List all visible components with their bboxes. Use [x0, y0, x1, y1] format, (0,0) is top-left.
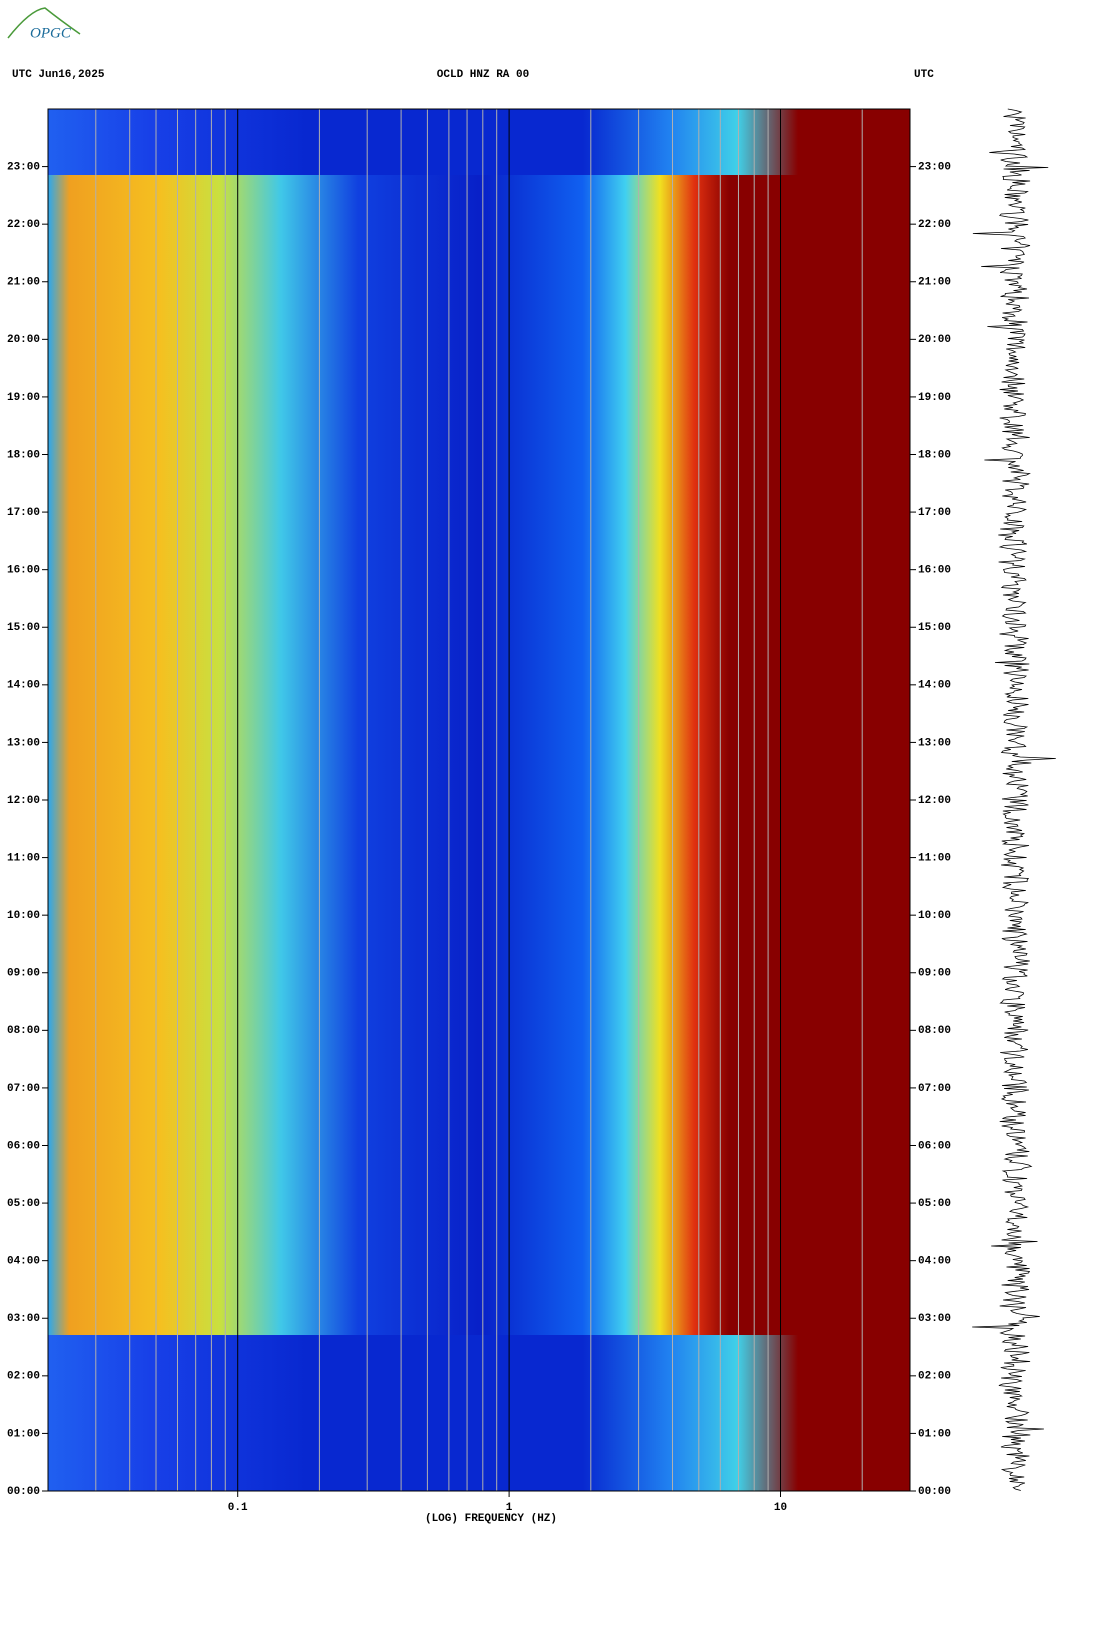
y-tick-label-right: 08:00: [918, 1025, 951, 1037]
y-tick-label: 01:00: [7, 1428, 40, 1440]
spectrogram-active: [48, 175, 910, 1335]
spectrogram: [48, 109, 910, 1491]
y-tick-label: 00:00: [7, 1486, 40, 1498]
y-tick-label-right: 17:00: [918, 507, 951, 519]
x-axis-label: (LOG) FREQUENCY (HZ): [425, 1513, 557, 1525]
y-tick-label-right: 10:00: [918, 910, 951, 922]
y-tick-label: 06:00: [7, 1140, 40, 1152]
y-tick-label: 15:00: [7, 622, 40, 634]
y-tick-label: 08:00: [7, 1025, 40, 1037]
x-tick-label: 0.1: [228, 1502, 248, 1514]
seismogram: [972, 108, 1056, 1491]
y-tick-label: 12:00: [7, 795, 40, 807]
y-tick-label: 21:00: [7, 277, 40, 289]
y-tick-label: 22:00: [7, 219, 40, 231]
y-tick-label-right: 12:00: [918, 795, 951, 807]
y-tick-label: 03:00: [7, 1313, 40, 1325]
y-tick-label-right: 21:00: [918, 277, 951, 289]
y-tick-label: 17:00: [7, 507, 40, 519]
y-tick-label: 05:00: [7, 1198, 40, 1210]
x-tick-label: 1: [506, 1502, 513, 1514]
y-tick-label: 10:00: [7, 910, 40, 922]
x-tick-label: 10: [774, 1502, 787, 1514]
y-tick-label: 20:00: [7, 334, 40, 346]
y-tick-label-right: 01:00: [918, 1428, 951, 1440]
chart-title: OCLD HNZ RA 00: [437, 69, 529, 81]
y-tick-label-right: 06:00: [918, 1140, 951, 1152]
plot-frame: [47, 108, 911, 1492]
y-tick-label-right: 04:00: [918, 1256, 951, 1268]
y-tick-label-right: 09:00: [918, 968, 951, 980]
y-tick-label-right: 19:00: [918, 392, 951, 404]
y-tick-label-right: 23:00: [918, 161, 951, 173]
y-tick-label-right: 02:00: [918, 1371, 951, 1383]
y-tick-label: 04:00: [7, 1256, 40, 1268]
y-tick-label: 07:00: [7, 1083, 40, 1095]
y-tick-label-right: 05:00: [918, 1198, 951, 1210]
y-tick-label: 16:00: [7, 565, 40, 577]
y-tick-label-right: 00:00: [918, 1486, 951, 1498]
y-tick-label-right: 11:00: [918, 852, 951, 864]
y-tick-label: 09:00: [7, 968, 40, 980]
y-tick-label: 14:00: [7, 680, 40, 692]
y-tick-label-right: 16:00: [918, 565, 951, 577]
y-tick-label-right: 15:00: [918, 622, 951, 634]
y-tick-label: 11:00: [7, 852, 40, 864]
y-tick-label: 18:00: [7, 449, 40, 461]
y-tick-label-right: 07:00: [918, 1083, 951, 1095]
y-tick-label-right: 18:00: [918, 449, 951, 461]
y-tick-label: 19:00: [7, 392, 40, 404]
header-right: UTC: [914, 69, 934, 81]
logo: OPGC: [30, 25, 72, 41]
logo-mark: [7, 7, 81, 39]
y-tick-label-right: 22:00: [918, 219, 951, 231]
y-tick-label: 02:00: [7, 1371, 40, 1383]
y-tick-label-right: 03:00: [918, 1313, 951, 1325]
y-tick-label-right: 14:00: [918, 680, 951, 692]
y-tick-label: 23:00: [7, 161, 40, 173]
y-tick-label-right: 13:00: [918, 737, 951, 749]
y-tick-label-right: 20:00: [918, 334, 951, 346]
y-tick-label: 13:00: [7, 737, 40, 749]
header-left: UTC Jun16,2025: [12, 69, 105, 81]
